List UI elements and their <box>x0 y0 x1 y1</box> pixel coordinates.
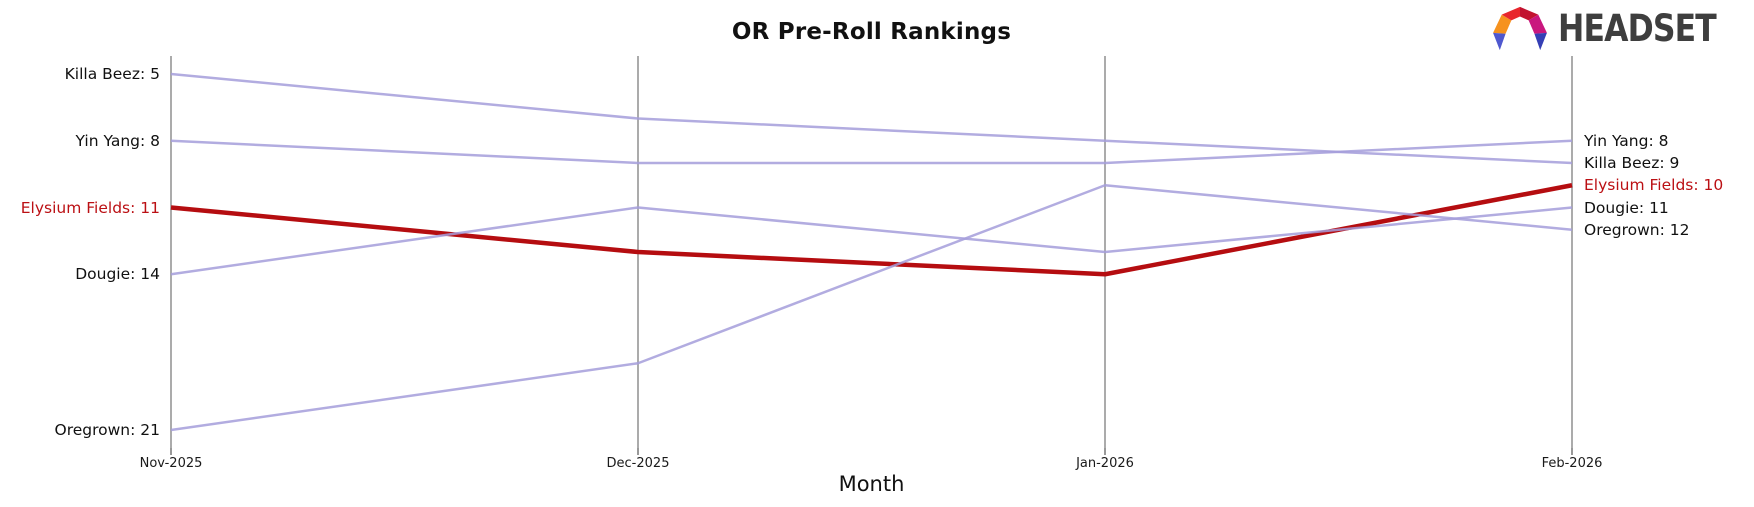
logo-facet-red <box>1501 6 1521 21</box>
series-start-label-dougie: Dougie: 14 <box>75 265 160 284</box>
logo-facet-left-leg <box>1493 32 1506 51</box>
x-tick-label-feb-2026: Feb-2026 <box>1541 456 1603 471</box>
series-start-label-yin-yang: Yin Yang: 8 <box>75 131 160 150</box>
series-end-label-dougie: Dougie: 11 <box>1584 198 1669 217</box>
month-axes <box>170 56 1573 455</box>
headset-logo-icon <box>1493 6 1548 51</box>
x-tick-label-jan-2026: Jan-2026 <box>1076 456 1134 471</box>
headset-logo: HEADSET <box>1489 4 1744 54</box>
logo-facet-magenta <box>1528 14 1548 34</box>
logo-facet-right-leg <box>1534 32 1548 51</box>
series-start-label-elysium-fields: Elysium Fields: 11 <box>20 198 160 217</box>
series-end-label-oregrown: Oregrown: 12 <box>1584 220 1690 239</box>
series-end-label-yin-yang: Yin Yang: 8 <box>1584 131 1669 150</box>
series-lines <box>170 72 1573 432</box>
x-axis-title: Month <box>838 472 905 496</box>
series-start-label-killa-beez: Killa Beez: 5 <box>64 65 160 83</box>
chart-title: OR Pre-Roll Rankings <box>731 19 1012 45</box>
logo-facet-crimson <box>1520 6 1539 21</box>
series-end-label-killa-beez: Killa Beez: 9 <box>1584 154 1680 172</box>
x-tick-label-nov-2025: Nov-2025 <box>139 456 203 471</box>
x-tick-label-dec-2025: Dec-2025 <box>606 456 670 471</box>
logo-facet-orange <box>1493 14 1512 34</box>
series-start-label-oregrown: Oregrown: 21 <box>54 421 161 439</box>
series-end-label-elysium-fields: Elysium Fields: 10 <box>1584 176 1724 195</box>
headset-logo-text: HEADSET <box>1558 7 1717 50</box>
